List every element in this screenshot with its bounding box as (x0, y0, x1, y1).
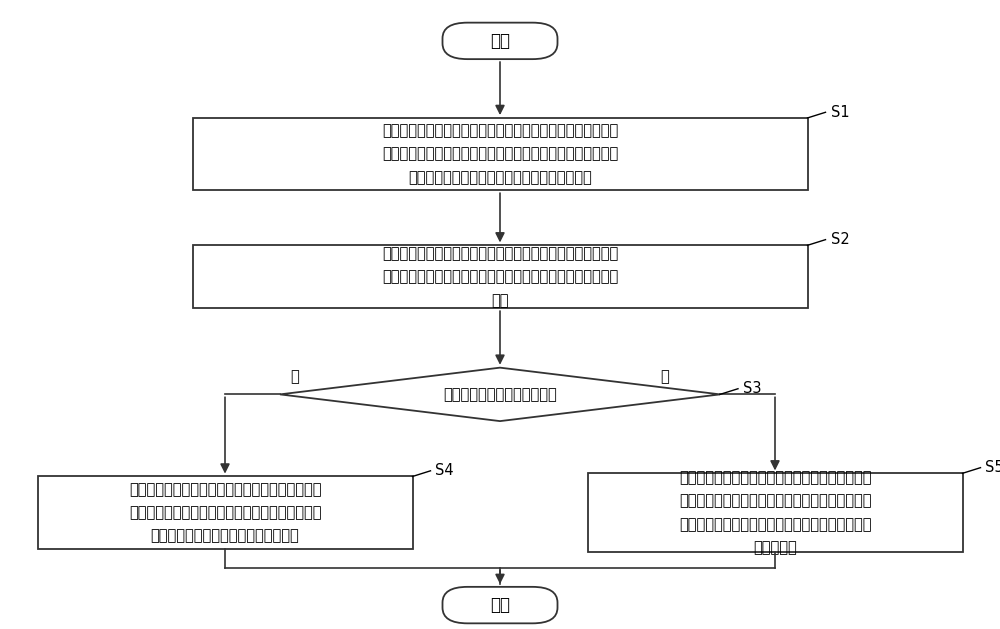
Text: S3: S3 (743, 381, 762, 396)
Text: 开始: 开始 (490, 32, 510, 50)
Text: S1: S1 (830, 105, 849, 120)
Bar (192, 245, 808, 308)
Bar (38, 477, 413, 548)
Text: 根据三相感应电动机的历史故障数据构建故障模糊产生式规则
集，并根据故障模糊产生式规则集建立基于改进模糊推理实数
脉冲神经膜系统的三相感应电动机故障分析模型: 根据三相感应电动机的历史故障数据构建故障模糊产生式规则 集，并根据故障模糊产生式… (382, 123, 618, 185)
FancyBboxPatch shape (442, 587, 558, 623)
FancyBboxPatch shape (442, 23, 558, 59)
Polygon shape (280, 367, 720, 421)
Text: 结束: 结束 (490, 596, 510, 614)
Text: 结合故障事件概率，采用逆向溯因故障诊断推理算
法对三相感应电动机的故障进行溯因诊断，得到三
相感应电动机的故障原因、故障源、溯因推理的路
径及其概率: 结合故障事件概率，采用逆向溯因故障诊断推理算 法对三相感应电动机的故障进行溯因诊… (679, 470, 871, 555)
Bar (588, 473, 962, 552)
Text: 结合故障事件概率，采用正向故障预测推理算法对
三相感应电动机的潜在故障进行预测，得到三相感
应电动机的潜在故障路径及其发生概率: 结合故障事件概率，采用正向故障预测推理算法对 三相感应电动机的潜在故障进行预测，… (129, 482, 321, 543)
Text: 是: 是 (660, 369, 669, 384)
Text: S5: S5 (986, 460, 1000, 475)
Text: 否: 否 (290, 369, 299, 384)
Text: 三相感应电动机是否发生故障: 三相感应电动机是否发生故障 (443, 387, 557, 402)
Text: 采用神经元脉冲值推理算法得到三相感应电动机故障分析模型
中的所有神经元脉冲值，即三相感应电动机的所有故障事件的
概率: 采用神经元脉冲值推理算法得到三相感应电动机故障分析模型 中的所有神经元脉冲值，即… (382, 246, 618, 308)
Text: S2: S2 (830, 232, 849, 247)
Bar (192, 118, 808, 190)
Text: S4: S4 (436, 464, 454, 478)
